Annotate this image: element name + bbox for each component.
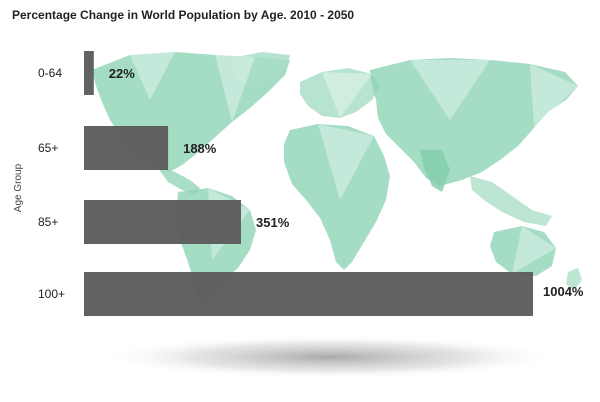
value-label: 1004% [543,284,584,299]
value-label: 351% [256,215,290,230]
y-axis-label: Age Group [13,163,24,212]
ground-shadow [100,335,560,379]
map-africa [284,124,390,270]
bar-0-64 [84,51,94,95]
category-label: 0-64 [38,66,62,80]
map-central-america [158,168,200,195]
map-new-zealand [566,268,582,290]
category-label: 85+ [38,215,58,229]
bar-85 [84,200,241,244]
bar-65 [84,126,169,170]
value-label: 22% [109,66,135,81]
world-map-background [92,52,582,305]
map-greenland [232,52,290,90]
map-india [420,150,450,192]
map-europe [300,68,380,118]
category-label: 65+ [38,141,58,155]
value-labels: 22% 188% 351% 1004% [109,66,584,299]
bar-100 [84,272,533,316]
category-labels: 0-64 65+ 85+ 100+ [38,66,65,301]
map-australia [490,226,556,276]
bars [84,51,533,316]
value-label: 188% [183,141,217,156]
map-southeast-asia [470,176,552,226]
chart-title: Percentage Change in World Population by… [12,8,355,22]
category-label: 100+ [38,287,65,301]
